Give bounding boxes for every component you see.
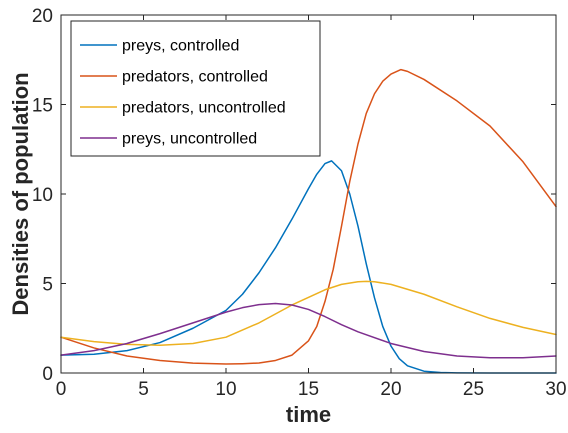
y-axis-title: Densities of population bbox=[8, 72, 33, 315]
y-tick-label-0: 0 bbox=[42, 364, 53, 385]
legend-label-0: preys, controlled bbox=[122, 38, 239, 55]
series-line-3 bbox=[60, 302, 557, 359]
legend-items: preys, controlled predators, controlled pr… bbox=[80, 38, 286, 148]
x-tick-label-2: 10 bbox=[215, 379, 236, 400]
x-tick-label-4: 20 bbox=[380, 379, 401, 400]
legend-box bbox=[70, 20, 321, 157]
legend-label-1: predators, controlled bbox=[122, 69, 268, 86]
series-layer bbox=[60, 68, 557, 374]
y-tick-label-3: 15 bbox=[32, 96, 53, 117]
y-tick-label-4: 20 bbox=[32, 6, 53, 27]
series-line-2 bbox=[60, 280, 557, 346]
x-tick-label-6: 30 bbox=[545, 379, 566, 400]
legend-label-3: preys, uncontrolled bbox=[122, 131, 257, 148]
x-tick-label-3: 15 bbox=[298, 379, 319, 400]
y-tick-label-2: 10 bbox=[32, 185, 53, 206]
x-axis-title: time bbox=[286, 402, 331, 427]
x-tick-label-1: 5 bbox=[138, 379, 149, 400]
legend: preys, controlled predators, controlled pr… bbox=[70, 20, 321, 157]
y-tick-label-1: 5 bbox=[42, 275, 53, 296]
x-tick-label-5: 25 bbox=[463, 379, 484, 400]
tick-layer: 0 5 10 15 20 25 30 0 5 10 15 20 bbox=[32, 6, 567, 400]
x-tick-label-0: 0 bbox=[56, 379, 67, 400]
legend-label-2: predators, uncontrolled bbox=[122, 100, 286, 117]
series-line-1 bbox=[60, 68, 557, 365]
